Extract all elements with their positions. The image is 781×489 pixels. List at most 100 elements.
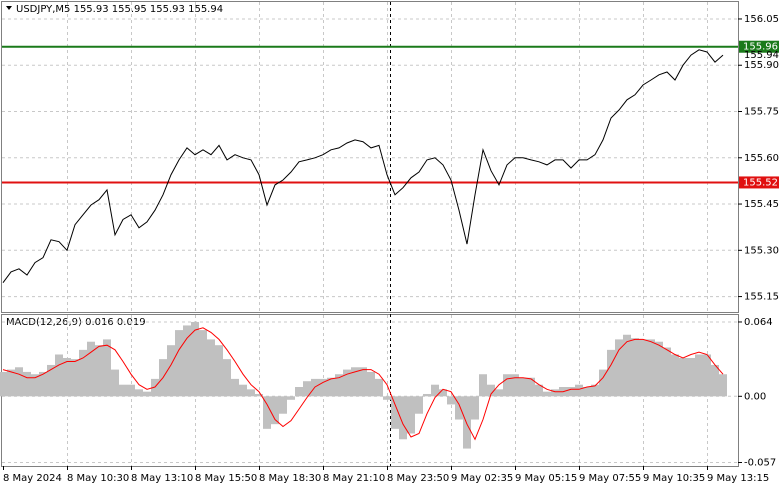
x-tick-label: 9 May 10:35 (643, 473, 705, 484)
macd-bar (151, 378, 159, 397)
macd-bar (487, 384, 495, 397)
macd-bar (295, 387, 303, 397)
macd-bar (247, 389, 255, 397)
last-price-label: 155.94 (744, 50, 779, 61)
level-label: 155.96 (743, 42, 778, 53)
macd-bar (519, 377, 527, 397)
macd-bar (143, 391, 151, 397)
macd-bar (599, 369, 607, 397)
macd-bar (375, 378, 383, 397)
macd-bar (79, 349, 87, 397)
macd-bar (719, 374, 727, 397)
x-tick-label: 8 May 23:50 (387, 473, 449, 484)
macd-bar (679, 357, 687, 397)
macd-bar (111, 369, 119, 397)
macd-bar (263, 396, 271, 429)
price-line (2, 49, 724, 283)
x-tick-label: 8 May 15:50 (195, 473, 257, 484)
macd-bar (631, 338, 639, 397)
menu-triangle (6, 6, 12, 10)
macd-bar (31, 374, 39, 397)
x-tick-label: 8 May 21:10 (323, 473, 385, 484)
macd-bar (7, 369, 15, 397)
level-tag (739, 40, 779, 53)
macd-bar (351, 367, 359, 397)
macd-bar (55, 354, 63, 397)
macd-bar (503, 374, 511, 397)
x-tick-label: 9 May 05:15 (515, 473, 577, 484)
macd-bar (711, 364, 719, 397)
macd-bar (359, 367, 367, 397)
macd-bar (215, 345, 223, 397)
macd-bar (183, 325, 191, 397)
macd-bar (287, 396, 295, 400)
macd-bar (383, 396, 391, 400)
y-tick-label: 0.064 (744, 317, 773, 328)
macd-bar (511, 374, 519, 397)
macd-bar (671, 354, 679, 397)
macd-bar (231, 378, 239, 397)
x-tick-label: 8 May 10:30 (67, 473, 129, 484)
macd-bar (103, 339, 111, 397)
macd-bar (575, 384, 583, 397)
macd-bar (415, 396, 423, 414)
macd-bar (583, 387, 591, 397)
macd-bar (71, 359, 79, 397)
macd-bar (23, 371, 31, 397)
level-tag (739, 176, 779, 189)
macd-bar (703, 354, 711, 397)
macd-bar (551, 389, 559, 397)
macd-bar (567, 387, 575, 397)
x-tick-label: 8 May 13:10 (131, 473, 193, 484)
y-tick-label: 155.60 (744, 153, 779, 164)
chart-title: USDJPY,M5 155.93 155.95 155.93 155.94 (16, 4, 223, 15)
macd-bar (271, 396, 279, 425)
macd-bar (367, 371, 375, 397)
macd-bar (423, 393, 431, 397)
macd-bar (135, 389, 143, 397)
macd-bar (87, 341, 95, 397)
macd-bar (623, 334, 631, 397)
macd-bar (167, 345, 175, 397)
macd-bar (47, 364, 55, 397)
macd-bar (663, 347, 671, 397)
macd-bar (407, 396, 415, 434)
x-tick-label: 8 May 18:30 (259, 473, 321, 484)
macd-bar (327, 377, 335, 397)
macd-bar (687, 357, 695, 397)
macd-bar (647, 339, 655, 397)
price-panel (1, 1, 739, 313)
macd-bar (431, 384, 439, 397)
macd-bar (343, 369, 351, 397)
macd-bar (223, 359, 231, 397)
macd-bar (191, 321, 199, 397)
y-tick-label: 155.30 (744, 245, 779, 256)
macd-bar (335, 374, 343, 397)
macd-bar (695, 354, 703, 397)
macd-bar (0, 371, 7, 397)
macd-bar (127, 384, 135, 397)
macd-bar (15, 367, 23, 397)
signal-line (2, 327, 724, 441)
x-tick-label: 8 May 2024 (3, 473, 62, 484)
y-tick-label: 0.00 (744, 391, 766, 402)
y-tick-label: 156.05 (744, 14, 779, 25)
macd-bar (319, 378, 327, 397)
macd-bar (655, 341, 663, 397)
macd-bar (527, 377, 535, 397)
macd-bar (455, 396, 463, 420)
macd-bar (391, 396, 399, 429)
macd-bar (479, 374, 487, 397)
y-tick-label: 155.15 (744, 292, 779, 303)
macd-bar (471, 396, 479, 420)
x-tick-label: 9 May 13:15 (707, 473, 769, 484)
y-tick-label: -0.057 (744, 458, 776, 469)
macd-bar (39, 371, 47, 397)
x-tick-label: 9 May 02:35 (451, 473, 513, 484)
y-tick-label: 155.90 (744, 60, 779, 71)
macd-bar (543, 391, 551, 397)
macd-bar (591, 384, 599, 397)
macd-bar (63, 357, 71, 397)
macd-bar (239, 384, 247, 397)
